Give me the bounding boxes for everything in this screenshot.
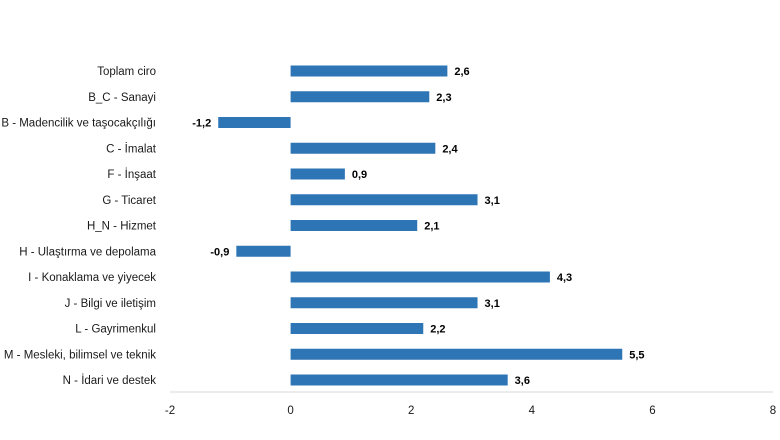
data-label: 3,6 (515, 375, 530, 387)
category-label: Toplam ciro (97, 66, 156, 78)
value-labels: 2,6 2,3 -1,2 2,4 0,9 3,1 2,1 -0,9 4,3 3,1 2,2 5,5 3,… (192, 66, 644, 387)
data-label: 5,5 (629, 349, 644, 361)
bar (290, 65, 448, 77)
data-label: 2,2 (430, 324, 445, 336)
data-label: 4,3 (557, 272, 572, 284)
category-label: J - Bilgi ve iletişim (65, 298, 156, 310)
bar (290, 142, 436, 154)
x-tick-label: 4 (529, 405, 536, 417)
data-label: 3,1 (485, 195, 500, 207)
bar (290, 348, 623, 360)
bar (290, 168, 345, 180)
category-label: C - İmalat (106, 142, 157, 155)
data-label: 0,9 (352, 169, 367, 181)
category-label: H_N - Hizmet (87, 221, 157, 233)
data-label: 2,4 (442, 143, 458, 155)
data-label: 2,6 (454, 66, 469, 78)
bar (290, 220, 418, 231)
category-label: L - Gayrimenkul (75, 324, 156, 336)
category-label: G - Ticaret (102, 195, 156, 207)
category-label: M - Mesleki, bilimsel ve teknik (4, 349, 156, 361)
bar (290, 91, 430, 103)
data-label: -1,2 (192, 118, 211, 130)
x-tick-label: 8 (770, 405, 776, 417)
bar (290, 271, 550, 283)
category-label: B_C - Sanayi (88, 92, 156, 104)
category-label: H - Ulaştırma ve depolama (19, 246, 156, 258)
x-tick-label: 6 (649, 405, 655, 417)
bars-layer (218, 65, 623, 386)
category-label: B - Madencilik ve taşocakçılığı (1, 118, 156, 130)
data-label: -0,9 (210, 246, 229, 258)
data-label: 2,1 (424, 221, 439, 233)
category-label: I - Konaklama ve yiyecek (28, 272, 156, 284)
data-label: 2,3 (436, 92, 451, 104)
category-label: N - İdari ve destek (63, 374, 157, 387)
category-labels: Toplam ciro B_C - Sanayi B - Madencilik ve… (1, 66, 156, 387)
category-label: F - İnşaat (107, 168, 156, 181)
x-axis: -2 0 2 4 6 8 (165, 391, 776, 417)
bar (290, 194, 478, 206)
data-label: 3,1 (485, 298, 500, 310)
bar (218, 117, 291, 128)
x-tick-label: 0 (287, 405, 293, 417)
bar (236, 245, 291, 257)
bar (290, 297, 478, 309)
bar (290, 374, 508, 386)
x-tick-label: -2 (165, 405, 175, 417)
x-tick-label: 2 (408, 405, 414, 417)
bar (290, 323, 424, 334)
